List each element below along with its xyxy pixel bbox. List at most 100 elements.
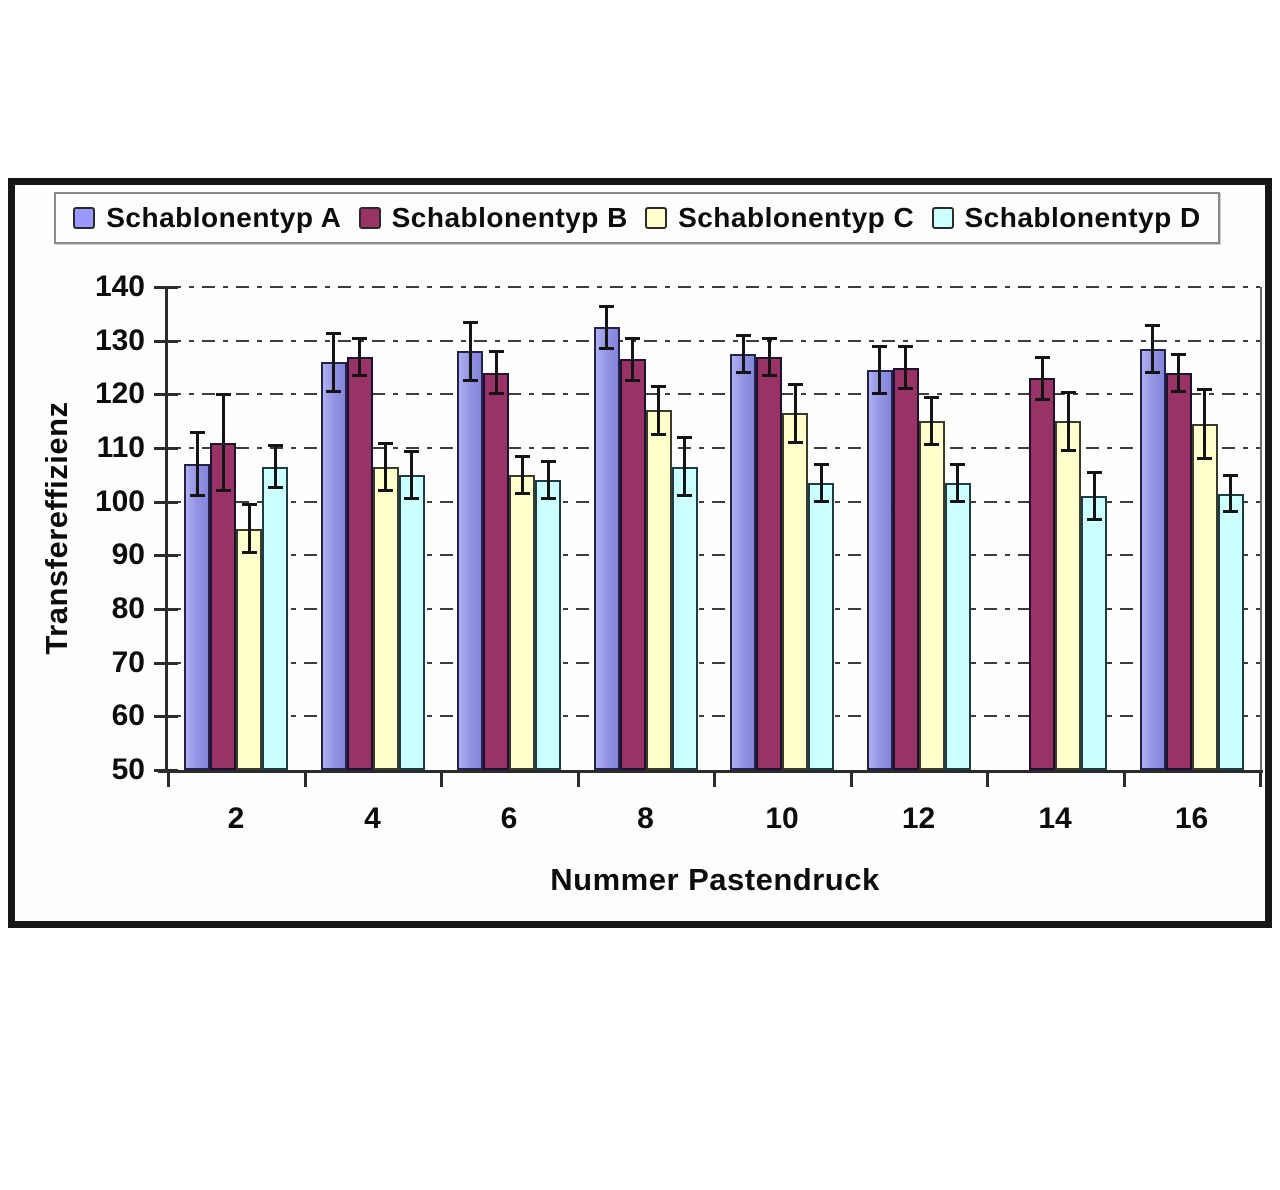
error-cap-top — [677, 436, 693, 440]
gridline-90 — [168, 554, 1260, 557]
x-tick-3 — [576, 773, 580, 787]
bar-c-10 — [782, 413, 809, 770]
error-bar-b-16 — [1177, 354, 1181, 392]
x-tick-label-16: 16 — [1174, 802, 1209, 835]
bar-a-6 — [457, 351, 484, 770]
y-tick-label-70: 70 — [111, 645, 145, 679]
gridline-120 — [168, 393, 1260, 396]
error-cap-bottom — [189, 494, 205, 498]
y-tick-label-100: 100 — [94, 484, 145, 518]
legend-swatch-icon-c — [645, 207, 668, 229]
error-cap-top — [599, 304, 615, 308]
x-tick-label-8: 8 — [637, 802, 654, 835]
x-tick-label-6: 6 — [500, 802, 518, 835]
error-bar-c-2 — [247, 504, 251, 553]
error-cap-top — [898, 345, 914, 349]
error-cap-bottom — [404, 496, 420, 500]
error-cap-bottom — [215, 488, 231, 492]
legend-item-b: Schablonentyp B — [358, 202, 628, 234]
error-bar-d-10 — [819, 464, 823, 502]
y-tick-label-130: 130 — [94, 323, 145, 357]
error-cap-top — [761, 336, 777, 340]
error-cap-top — [735, 334, 751, 338]
x-tick-4 — [713, 773, 716, 787]
error-bar-b-2 — [221, 394, 225, 491]
error-cap-bottom — [950, 499, 966, 503]
error-cap-bottom — [540, 496, 556, 500]
legend-label-b: Schablonentyp B — [391, 202, 628, 233]
bar-b-16 — [1165, 372, 1192, 770]
error-cap-bottom — [267, 486, 283, 490]
error-cap-top — [924, 396, 940, 400]
x-tick-6 — [986, 773, 989, 787]
y-tick-label-60: 60 — [111, 699, 145, 733]
bar-a-8 — [593, 327, 620, 770]
x-tick-label-2: 2 — [227, 802, 245, 835]
y-tick-50 — [154, 769, 178, 772]
bar-d-4 — [398, 474, 425, 770]
error-bar-b-6 — [494, 351, 498, 395]
error-bar-b-12 — [904, 346, 908, 389]
error-cap-top — [651, 385, 667, 389]
gridline-140 — [168, 286, 1260, 288]
legend-swatch-icon-d — [931, 207, 954, 229]
error-cap-bottom — [651, 432, 667, 436]
y-axis-title: Transfereffizienz — [39, 401, 74, 655]
bar-b-6 — [483, 372, 510, 770]
error-bar-a-12 — [878, 346, 882, 395]
error-cap-top — [787, 382, 803, 386]
error-cap-top — [1034, 355, 1050, 359]
y-tick-100 — [154, 500, 178, 504]
error-cap-bottom — [1086, 518, 1102, 522]
error-cap-top — [1145, 323, 1161, 327]
bar-b-10 — [756, 356, 783, 770]
y-tick-label-110: 110 — [96, 431, 145, 464]
x-tick-8 — [1259, 773, 1262, 787]
y-tick-60 — [154, 715, 178, 719]
error-cap-bottom — [761, 373, 777, 377]
x-tick-label-14: 14 — [1038, 802, 1072, 835]
error-cap-bottom — [898, 386, 914, 390]
y-tick-130 — [154, 339, 178, 343]
bar-a-4 — [320, 362, 347, 770]
error-bar-b-10 — [767, 337, 771, 376]
bar-d-14 — [1081, 496, 1108, 770]
error-cap-bottom — [1060, 448, 1076, 452]
error-cap-top — [813, 463, 829, 467]
error-bar-d-8 — [683, 437, 687, 497]
y-tick-140 — [154, 286, 178, 289]
y-tick-label-140: 140 — [94, 270, 145, 303]
x-tick-2 — [440, 773, 443, 787]
error-cap-top — [488, 350, 504, 354]
error-cap-top — [462, 320, 478, 324]
error-cap-top — [326, 331, 342, 335]
x-tick-1 — [303, 773, 307, 787]
error-bar-b-8 — [631, 337, 635, 381]
x-tick-label-4: 4 — [364, 802, 381, 835]
error-cap-bottom — [872, 392, 888, 396]
y-tick-label-120: 120 — [94, 377, 145, 411]
legend-swatch-icon-a — [73, 207, 96, 229]
error-cap-bottom — [1223, 510, 1239, 514]
error-cap-top — [352, 336, 368, 340]
error-bar-d-2 — [273, 445, 277, 489]
error-cap-bottom — [735, 370, 751, 374]
error-cap-bottom — [599, 346, 615, 350]
error-bar-d-6 — [546, 461, 550, 499]
x-axis-title: Nummer Pastendruck — [550, 862, 880, 897]
error-bar-a-10 — [741, 335, 745, 373]
error-cap-bottom — [241, 550, 257, 554]
error-bar-c-8 — [657, 386, 661, 435]
error-cap-bottom — [326, 389, 342, 393]
x-tick-label-12: 12 — [901, 802, 936, 835]
bar-d-2 — [262, 466, 289, 770]
gridline-130 — [168, 339, 1260, 342]
legend-label-c: Schablonentyp C — [678, 202, 915, 233]
bar-b-12 — [892, 367, 919, 770]
error-cap-top — [404, 449, 420, 453]
gridline-100 — [168, 500, 1260, 503]
error-cap-top — [540, 460, 556, 464]
y-tick-120 — [154, 393, 178, 397]
x-tick-7 — [1122, 773, 1126, 787]
